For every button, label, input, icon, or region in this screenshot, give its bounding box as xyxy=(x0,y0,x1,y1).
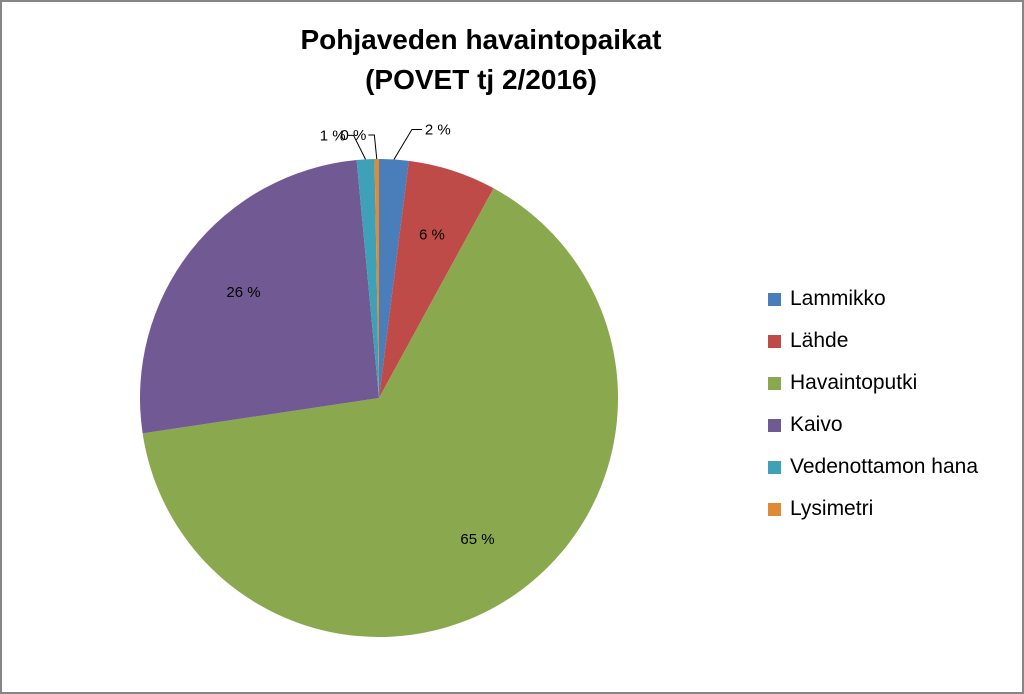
pie-slice-kaivo xyxy=(139,160,379,434)
legend-label: Lammikko xyxy=(790,287,886,310)
chart-title-line2: (POVET tj 2/2016) xyxy=(365,64,597,95)
data-label-l-hde: 6 % xyxy=(419,226,445,243)
pie-slice-vedenottamon-hana xyxy=(356,159,379,398)
chart-title: Pohjaveden havaintopaikat (POVET tj 2/20… xyxy=(2,20,960,100)
legend-item-havaintoputki: Havaintoputki xyxy=(768,362,1018,404)
data-label-lysimetri: 0 % xyxy=(340,127,366,144)
data-label-havaintoputki: 65 % xyxy=(460,531,494,548)
legend-swatch xyxy=(768,460,781,474)
legend-label: Kaivo xyxy=(790,413,843,436)
legend-swatch xyxy=(768,376,781,390)
legend-item-lysimetri: Lysimetri xyxy=(768,488,1018,530)
data-label-lammikko: 2 % xyxy=(425,121,451,138)
legend-item-kaivo: Kaivo xyxy=(768,404,1018,446)
legend-swatch xyxy=(768,502,781,516)
pie-slice-lammikko xyxy=(379,159,409,398)
pie-slice-l-hde xyxy=(379,160,494,398)
legend-swatch xyxy=(768,334,781,348)
legend-item-l-hde: Lähde xyxy=(768,320,1018,362)
pie-slice-lysimetri xyxy=(374,159,379,398)
legend-label: Havaintoputki xyxy=(790,371,918,394)
legend-swatch xyxy=(768,418,781,432)
legend-label: Lysimetri xyxy=(790,497,874,520)
legend-label: Vedenottamon hana xyxy=(790,455,978,478)
legend-swatch xyxy=(768,292,781,306)
data-label-kaivo: 26 % xyxy=(226,284,260,301)
leader-line-lammikko xyxy=(393,128,422,160)
leader-line-vedenottamon-hana xyxy=(347,134,367,160)
data-label-vedenottamon-hana: 1 % xyxy=(320,127,346,144)
legend-item-vedenottamon-hana: Vedenottamon hana xyxy=(768,446,1018,488)
legend: Lammikko Lähde Havaintoputki Kaivo Vedenotta… xyxy=(768,278,1018,530)
legend-item-lammikko: Lammikko xyxy=(768,278,1018,320)
pie-slice-havaintoputki xyxy=(142,188,618,637)
legend-label: Lähde xyxy=(790,329,849,352)
chart-title-line1: Pohjaveden havaintopaikat xyxy=(300,24,662,55)
leader-line-lysimetri xyxy=(368,134,378,160)
